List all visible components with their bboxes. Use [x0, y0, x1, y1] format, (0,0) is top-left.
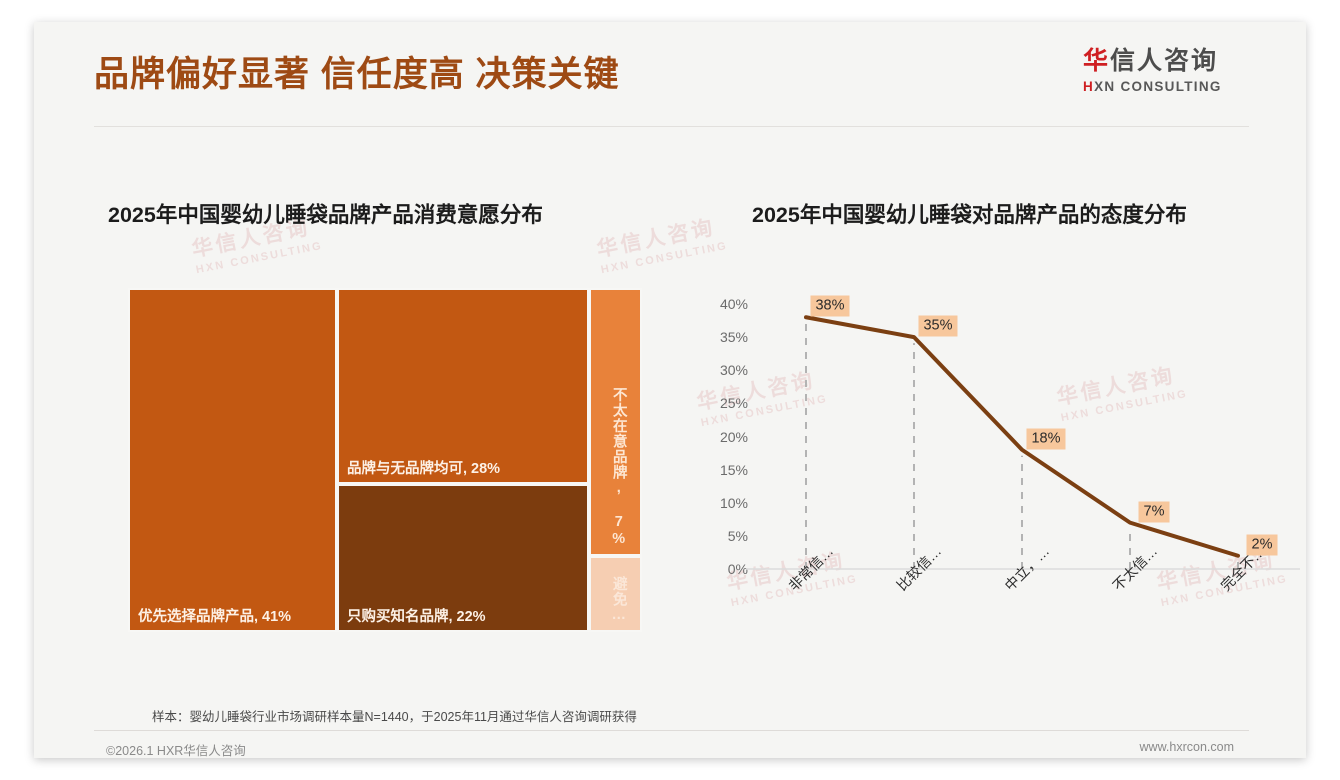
y-axis-tick: 5% — [727, 527, 748, 544]
line-chart: 40% 35% 30% 25% 20% 15% 10% 5% 0% 非常信… 比较信… 中立，… 不太… — [684, 284, 1304, 644]
line-chart-title: 2025年中国婴幼儿睡袋对品牌产品的态度分布 — [752, 203, 1187, 227]
slide-header: 品牌偏好显著 信任度高 决策关键 华信人咨询 HXN CONSULTING — [34, 22, 1306, 127]
company-logo: 华信人咨询 HXN CONSULTING — [1083, 47, 1248, 94]
data-label: 38% — [810, 295, 850, 317]
data-label: 7% — [1138, 501, 1170, 523]
y-axis-tick: 35% — [719, 329, 748, 346]
y-axis-ticks: 40% 35% 30% 25% 20% 15% 10% 5% 0% — [694, 284, 748, 644]
y-axis-tick: 0% — [727, 561, 748, 577]
treemap-chart-title: 2025年中国婴幼儿睡袋品牌产品消费意愿分布 — [108, 203, 543, 227]
header-divider — [94, 126, 1249, 127]
slide: 品牌偏好显著 信任度高 决策关键 华信人咨询 HXN CONSULTING 华信… — [34, 22, 1306, 758]
data-label: 35% — [918, 315, 958, 337]
treemap-cell[interactable]: 只购买知名品牌, 22% — [337, 484, 589, 632]
y-axis-tick: 30% — [719, 362, 748, 379]
logo-english: HXN CONSULTING — [1083, 79, 1248, 94]
treemap-cell[interactable]: 优先选择品牌产品, 41% — [128, 288, 337, 632]
treemap-chart: 优先选择品牌产品, 41% 品牌与无品牌均可, 28% 只购买知名品牌, 22%… — [128, 288, 642, 632]
watermark-line1: 华信人咨询 — [594, 216, 718, 262]
logo-chinese-rest: 信人咨询 — [1110, 47, 1219, 75]
page-title: 品牌偏好显著 信任度高 决策关键 — [94, 55, 620, 94]
treemap-cell-label: 避免… — [610, 576, 627, 624]
footer-divider — [94, 730, 1249, 731]
y-axis-tick: 10% — [719, 494, 748, 511]
line-chart-plot — [746, 315, 1300, 570]
source-note: 样本：婴幼儿睡袋行业市场调研样本量N=1440，于2025年11月通过华信人咨询… — [152, 710, 637, 724]
watermark: 华信人咨询 HXN CONSULTING — [594, 209, 729, 276]
logo-chinese-red: 华 — [1083, 47, 1111, 75]
logo-english-rest: XN CONSULTING — [1094, 78, 1222, 94]
y-axis-tick: 20% — [719, 428, 748, 445]
logo-chinese: 华信人咨询 — [1083, 47, 1248, 76]
data-label: 2% — [1246, 534, 1278, 556]
treemap-cell[interactable]: 品牌与无品牌均可, 28% — [337, 288, 589, 484]
data-label: 18% — [1026, 428, 1066, 450]
watermark-line2: HXN CONSULTING — [599, 239, 729, 277]
website-text[interactable]: www.hxrcon.com — [1139, 740, 1234, 754]
treemap-cell-label: 只购买知名品牌, 22% — [347, 609, 486, 625]
logo-english-red: H — [1083, 78, 1095, 94]
y-axis-tick: 15% — [719, 461, 748, 478]
treemap-cell[interactable]: 避免… — [589, 556, 642, 632]
treemap-cell-label: 优先选择品牌产品, 41% — [138, 609, 292, 625]
line-series[interactable] — [804, 315, 1240, 558]
treemap-cell-label: 不太在意品牌, 7% — [610, 387, 627, 548]
copyright-text: ©2026.1 HXR华信人咨询 — [106, 744, 246, 758]
treemap-cell[interactable]: 不太在意品牌, 7% — [589, 288, 642, 556]
y-axis-tick: 25% — [719, 395, 748, 412]
watermark-line2: HXN CONSULTING — [194, 239, 324, 277]
treemap-cell-label: 品牌与无品牌均可, 28% — [347, 461, 501, 477]
y-axis-tick: 40% — [719, 296, 748, 312]
